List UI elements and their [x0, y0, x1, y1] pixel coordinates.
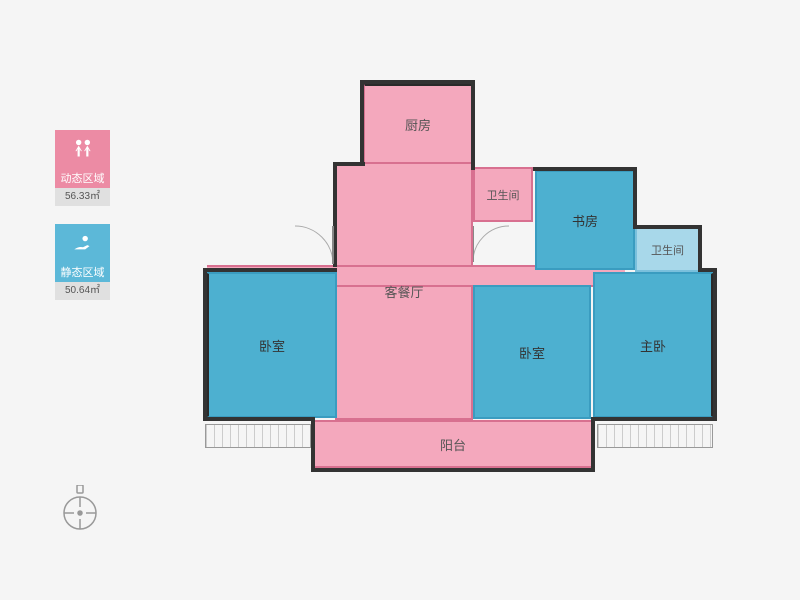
room-bedroom2: 卧室 — [473, 285, 591, 419]
compass-icon — [60, 485, 100, 535]
room-bedroom1: 卧室 — [205, 272, 337, 418]
door-arc — [473, 224, 513, 264]
wall-segment — [698, 268, 716, 272]
study-label: 书房 — [572, 211, 598, 230]
wall-segment — [591, 417, 717, 421]
room-master: 主卧 — [593, 272, 715, 418]
static-zone-icon — [55, 224, 110, 264]
wall-segment — [633, 168, 637, 228]
room-bath2: 卫生间 — [635, 227, 700, 272]
wall-segment — [360, 80, 364, 166]
door-arc — [293, 224, 335, 266]
wall-segment — [713, 268, 717, 420]
wall-segment — [360, 80, 475, 84]
wall-segment — [698, 225, 702, 272]
static-zone-label: 静态区域 — [55, 264, 110, 282]
legend-panel: 动态区域 56.33㎡ 静态区域 50.64㎡ — [55, 130, 110, 318]
legend-dynamic: 动态区域 56.33㎡ — [55, 130, 110, 206]
dynamic-zone-label: 动态区域 — [55, 170, 110, 188]
wall-segment — [311, 417, 315, 471]
room-balcony: 阳台 — [313, 420, 593, 468]
dynamic-zone-area: 56.33㎡ — [55, 188, 110, 206]
bedroom1-label: 卧室 — [259, 336, 285, 355]
static-zone-area: 50.64㎡ — [55, 282, 110, 300]
bath2-label: 卫生间 — [651, 242, 684, 258]
wall-segment — [471, 82, 475, 170]
kitchen-label: 厨房 — [405, 115, 431, 134]
wall-segment — [203, 417, 315, 421]
bath1-label: 卫生间 — [487, 187, 520, 203]
room-bath1: 卫生间 — [473, 167, 533, 222]
floorplan: 厨房 客餐厅 卫生间 书房 卫生间 卧室 卧室 主卧 阳台 — [205, 82, 745, 512]
room-kitchen: 厨房 — [363, 82, 473, 164]
wall-segment — [203, 268, 207, 420]
legend-static: 静态区域 50.64㎡ — [55, 224, 110, 300]
living-label: 客餐厅 — [384, 282, 423, 301]
wall-segment — [311, 468, 595, 472]
wall-segment — [591, 417, 595, 471]
room-living: 客餐厅 — [335, 162, 473, 420]
wall-segment — [633, 225, 701, 229]
bedroom2-label: 卧室 — [519, 343, 545, 362]
master-label: 主卧 — [640, 336, 666, 355]
railing — [597, 424, 713, 448]
railing — [205, 424, 311, 448]
wall-segment — [203, 268, 337, 272]
wall-segment — [533, 167, 637, 171]
room-study: 书房 — [535, 170, 635, 270]
dynamic-zone-icon — [55, 130, 110, 170]
balcony-label: 阳台 — [440, 435, 466, 454]
